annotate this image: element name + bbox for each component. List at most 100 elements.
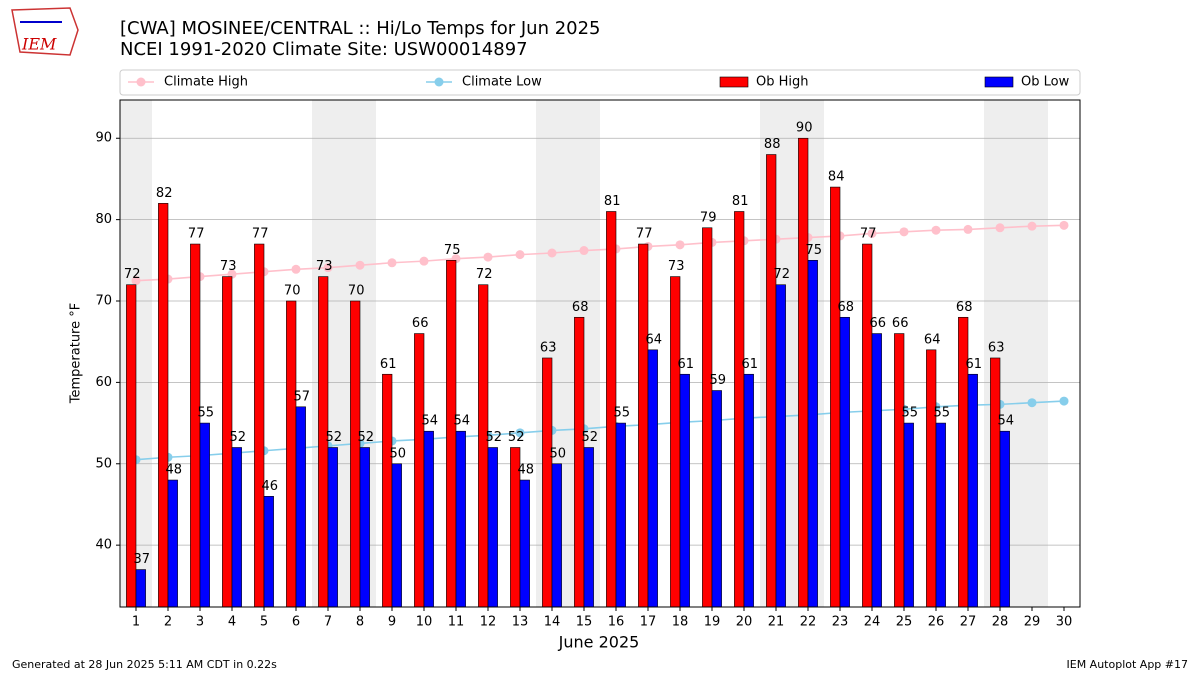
y-tick-label: 40	[95, 538, 112, 553]
line-marker	[1027, 398, 1037, 408]
value-label: 77	[252, 227, 269, 242]
line-marker	[515, 250, 525, 260]
bar	[574, 316, 585, 608]
bar	[999, 430, 1010, 608]
bar	[263, 496, 274, 608]
bar	[743, 373, 754, 608]
bar	[702, 227, 713, 608]
value-label: 68	[572, 300, 589, 315]
legend-marker	[136, 77, 146, 87]
value-label: 61	[966, 357, 983, 372]
line-marker	[1027, 221, 1037, 231]
bar	[967, 373, 978, 608]
value-label: 68	[956, 300, 973, 315]
line-marker	[867, 228, 877, 238]
footer-left: Generated at 28 Jun 2025 5:11 AM CDT in …	[12, 658, 277, 671]
bar	[990, 357, 1001, 608]
value-label: 64	[924, 332, 941, 347]
bar	[862, 243, 873, 608]
bar	[158, 203, 169, 608]
value-label: 81	[732, 194, 749, 209]
value-label: 82	[156, 186, 173, 201]
value-label: 73	[220, 259, 237, 274]
x-tick-label: 28	[992, 615, 1009, 630]
bar	[711, 390, 722, 608]
bar	[894, 333, 905, 608]
value-label: 46	[262, 479, 279, 494]
bar	[414, 333, 425, 608]
x-tick-label: 2	[164, 615, 172, 630]
bar	[286, 300, 297, 608]
value-label: 55	[934, 406, 951, 421]
value-label: 52	[582, 430, 599, 445]
line-marker	[131, 276, 141, 286]
value-label: 66	[870, 316, 887, 331]
bar	[350, 300, 361, 608]
value-label: 72	[124, 267, 141, 282]
chart-subtitle: NCEI 1991-2020 Climate Site: USW00014897	[120, 39, 528, 60]
x-tick-label: 11	[448, 615, 465, 630]
value-label: 54	[454, 414, 471, 429]
value-label: 48	[518, 463, 535, 478]
logo-outline	[11, 7, 79, 56]
x-tick-label: 22	[800, 615, 817, 630]
value-label: 72	[476, 267, 493, 282]
y-axis-label: Temperature °F	[69, 303, 84, 404]
line-marker	[579, 246, 589, 256]
bar	[359, 447, 370, 608]
value-label: 79	[700, 210, 717, 225]
value-label: 52	[358, 430, 375, 445]
bar	[926, 349, 937, 608]
bar	[391, 463, 402, 608]
line-marker	[931, 225, 941, 235]
value-label: 52	[230, 430, 247, 445]
line-marker	[963, 224, 973, 234]
line-marker	[291, 264, 301, 274]
bar	[679, 373, 690, 608]
value-label: 77	[860, 227, 877, 242]
value-label: 77	[636, 227, 653, 242]
value-label: 57	[294, 389, 311, 404]
x-tick-label: 25	[896, 615, 913, 630]
x-tick-label: 23	[832, 615, 849, 630]
y-tick-label: 70	[95, 294, 112, 309]
weekend-shade	[1016, 100, 1048, 607]
value-label: 61	[678, 357, 695, 372]
bar	[839, 316, 850, 608]
value-label: 48	[166, 463, 183, 478]
value-label: 75	[806, 243, 823, 258]
bar	[542, 357, 553, 608]
bar	[190, 243, 201, 608]
chart-title: [CWA] MOSINEE/CENTRAL :: Hi/Lo Temps for…	[120, 18, 601, 39]
value-label: 64	[646, 332, 663, 347]
legend-label: Climate High	[164, 75, 248, 90]
bar	[935, 422, 946, 608]
value-label: 37	[134, 552, 151, 567]
x-tick-label: 18	[672, 615, 689, 630]
line-marker	[547, 248, 557, 258]
x-tick-label: 15	[576, 615, 593, 630]
value-label: 52	[486, 430, 503, 445]
line-marker	[515, 428, 525, 438]
bar	[638, 243, 649, 608]
x-tick-label: 4	[228, 615, 236, 630]
footer-right: IEM Autoplot App #17	[1067, 658, 1189, 671]
value-label: 75	[444, 243, 461, 258]
line-marker	[675, 240, 685, 250]
bar	[798, 137, 809, 608]
value-label: 70	[284, 284, 301, 299]
bar	[327, 447, 338, 608]
value-label: 70	[348, 284, 365, 299]
bar	[670, 276, 681, 608]
bar	[135, 569, 146, 608]
value-label: 59	[710, 373, 727, 388]
value-label: 54	[422, 414, 439, 429]
value-label: 84	[828, 170, 845, 185]
value-label: 63	[540, 340, 557, 355]
legend-swatch	[984, 76, 1014, 88]
y-tick-label: 60	[95, 375, 112, 390]
value-label: 50	[550, 446, 567, 461]
x-tick-label: 10	[416, 615, 433, 630]
x-tick-label: 29	[1024, 615, 1041, 630]
